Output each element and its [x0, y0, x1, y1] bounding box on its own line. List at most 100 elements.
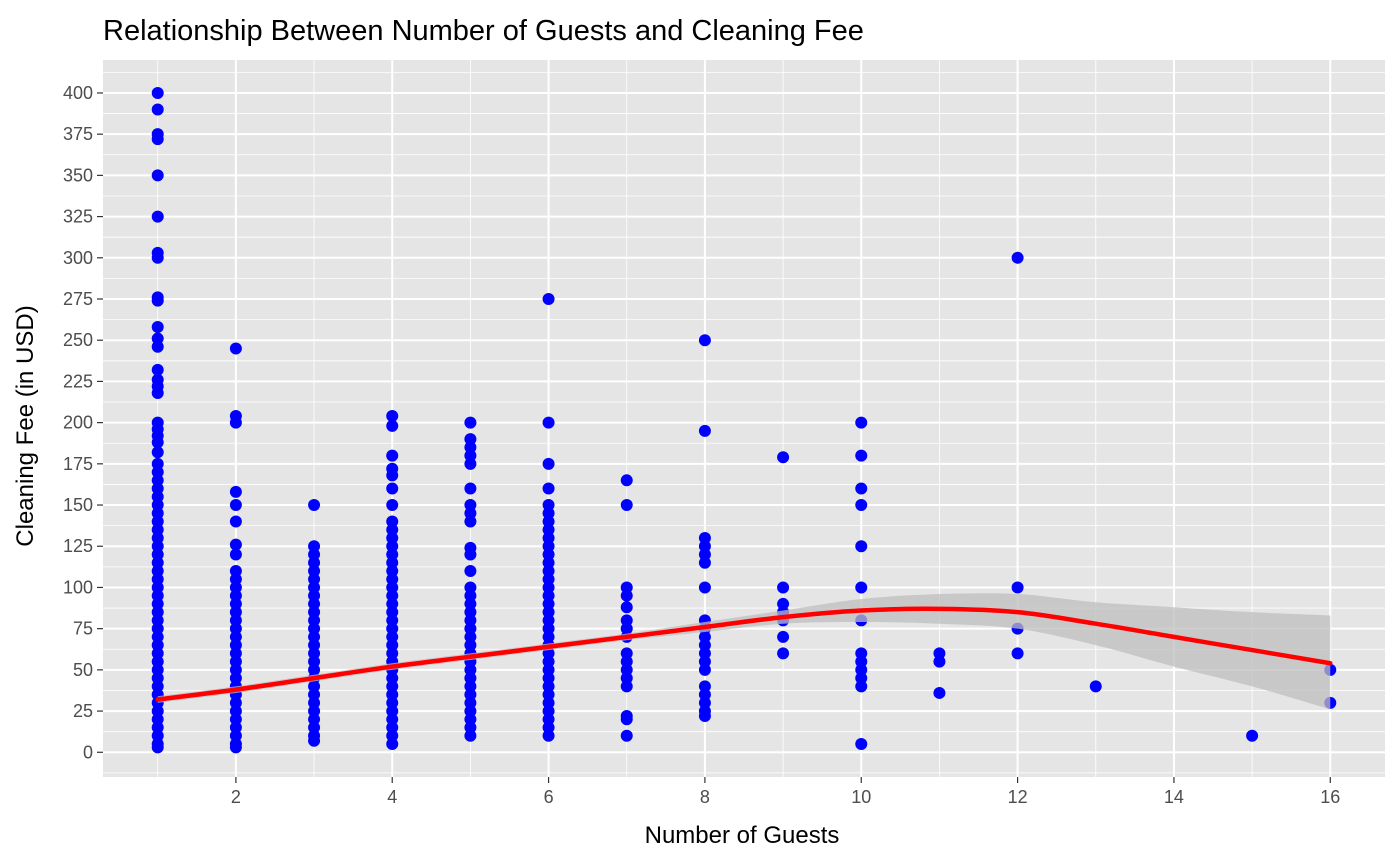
- data-point: [151, 507, 164, 520]
- confidence-band: [157, 593, 1331, 710]
- data-point: [151, 210, 164, 223]
- y-tick-label: 175: [63, 454, 93, 474]
- data-point: [464, 639, 477, 652]
- data-point: [229, 485, 242, 498]
- y-tick-label: 75: [73, 619, 93, 639]
- data-point: [308, 540, 321, 553]
- data-point: [855, 482, 868, 495]
- data-point: [229, 713, 242, 726]
- data-point: [386, 573, 399, 586]
- data-point: [855, 540, 868, 553]
- data-point: [542, 540, 555, 553]
- data-point: [620, 622, 633, 635]
- data-point: [464, 548, 477, 561]
- data-point: [855, 581, 868, 594]
- data-point: [386, 532, 399, 544]
- data-point: [151, 655, 164, 668]
- data-point: [620, 601, 633, 614]
- data-point: [698, 540, 711, 553]
- data-point: [308, 622, 321, 635]
- data-point: [308, 606, 321, 619]
- data-point: [229, 721, 242, 734]
- data-point: [308, 721, 321, 734]
- data-point: [151, 474, 164, 487]
- data-point: [229, 548, 242, 561]
- data-point: [1089, 680, 1102, 693]
- data-point: [464, 441, 477, 454]
- data-point: [151, 169, 164, 182]
- data-point: [620, 655, 633, 668]
- data-point: [151, 741, 164, 754]
- data-point: [620, 672, 633, 685]
- data-point: [698, 630, 711, 643]
- data-point: [308, 573, 321, 586]
- data-point: [151, 490, 164, 503]
- data-point: [386, 564, 399, 577]
- data-point: [464, 482, 477, 495]
- y-tick-label: 225: [63, 371, 93, 391]
- data-point: [229, 696, 242, 709]
- data-point: [698, 696, 711, 709]
- data-point: [464, 688, 477, 701]
- data-point: [151, 589, 164, 602]
- data-point: [777, 647, 790, 660]
- data-point: [1011, 581, 1024, 594]
- data-point: [464, 672, 477, 685]
- data-point: [386, 688, 399, 701]
- data-point: [386, 589, 399, 602]
- data-point: [151, 332, 164, 345]
- data-point: [386, 597, 399, 610]
- data-point: [777, 451, 790, 464]
- data-point: [464, 499, 477, 512]
- data-point: [620, 614, 633, 627]
- data-point: [151, 721, 164, 734]
- data-point: [308, 581, 321, 594]
- data-point: [386, 630, 399, 643]
- data-point: [151, 499, 164, 512]
- y-tick-label: 325: [63, 207, 93, 227]
- data-point: [698, 688, 711, 701]
- data-point: [308, 630, 321, 643]
- data-point: [542, 672, 555, 685]
- y-tick-label: 150: [63, 495, 93, 515]
- data-point: [542, 630, 555, 643]
- data-point: [698, 548, 711, 561]
- data-point: [151, 482, 164, 495]
- data-point: [386, 548, 399, 561]
- data-point: [229, 622, 242, 635]
- data-point: [229, 564, 242, 577]
- data-point: [542, 597, 555, 610]
- data-point: [151, 564, 164, 577]
- y-tick-label: 375: [63, 124, 93, 144]
- data-point: [229, 597, 242, 610]
- y-tick-label: 400: [63, 83, 93, 103]
- data-point: [151, 251, 164, 264]
- data-point: [151, 436, 164, 449]
- data-point: [229, 741, 242, 754]
- data-point: [151, 597, 164, 610]
- data-point: [698, 639, 711, 652]
- data-point: [1246, 729, 1259, 742]
- data-point: [308, 548, 321, 561]
- data-point: [151, 515, 164, 528]
- data-point: [542, 499, 555, 512]
- data-point: [151, 614, 164, 627]
- data-point: [464, 729, 477, 742]
- data-point: [308, 688, 321, 701]
- data-point: [151, 680, 164, 693]
- data-point: [620, 499, 633, 512]
- data-point: [542, 680, 555, 693]
- data-point: [542, 507, 555, 520]
- data-point: [855, 680, 868, 693]
- data-point: [151, 663, 164, 676]
- data-point: [464, 614, 477, 627]
- data-point: [464, 606, 477, 619]
- data-point: [386, 614, 399, 627]
- data-point: [386, 482, 399, 495]
- data-point: [308, 696, 321, 709]
- data-point: [151, 466, 164, 479]
- data-point: [698, 556, 711, 569]
- x-tick-label: 16: [1320, 787, 1340, 807]
- data-point: [464, 515, 477, 528]
- data-point: [308, 680, 321, 693]
